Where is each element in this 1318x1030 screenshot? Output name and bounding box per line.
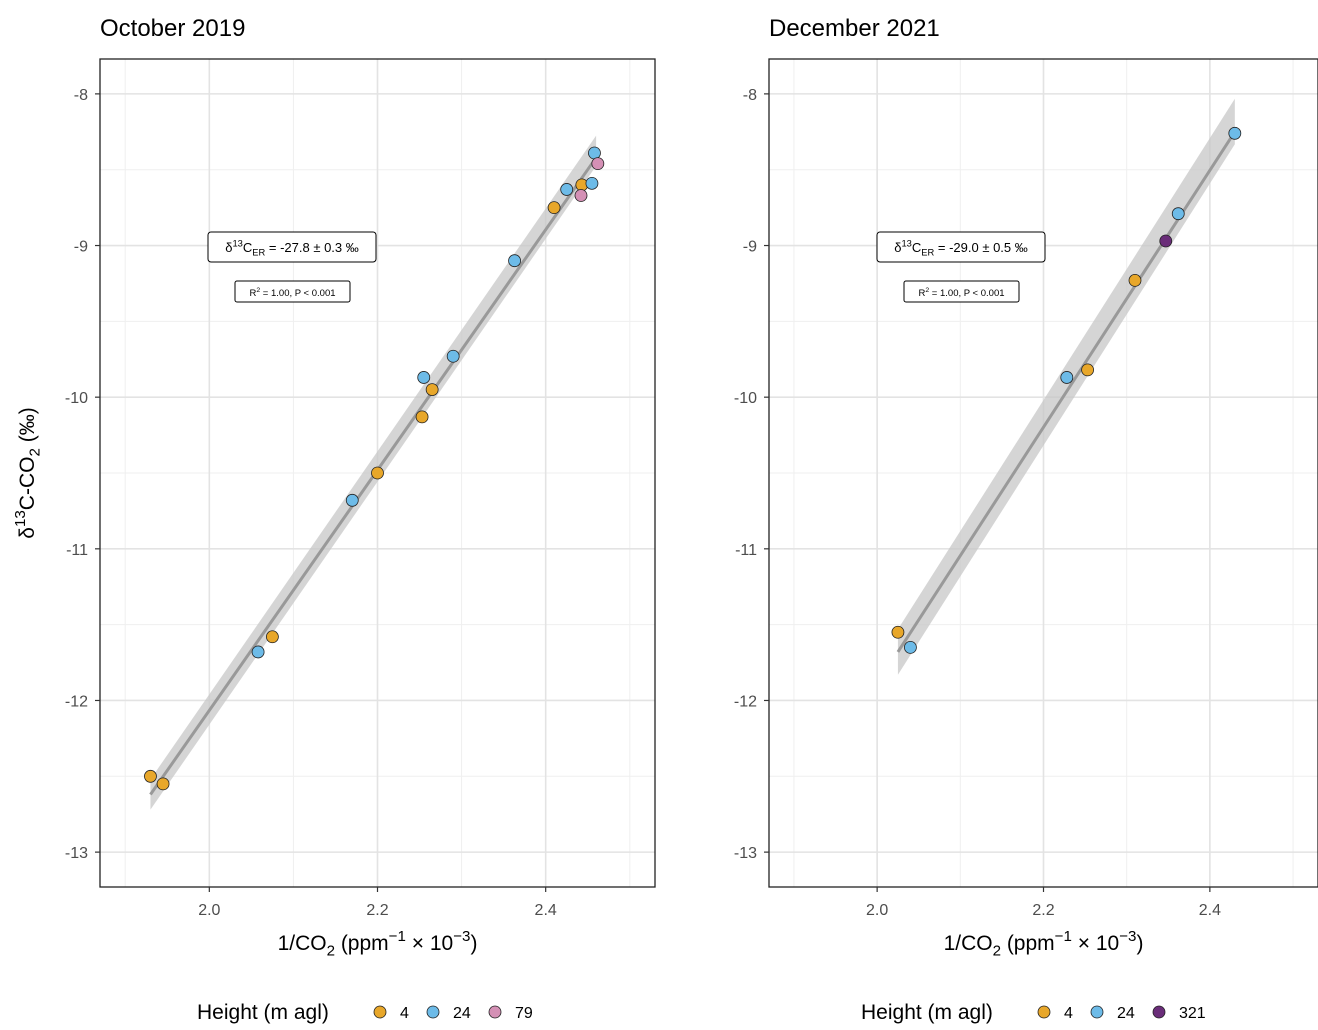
x-axis-label: 1/CO2 (ppm−1 × 10−3) — [944, 928, 1144, 959]
annotation-box — [903, 280, 1020, 303]
legend-marker-24 — [426, 1005, 440, 1019]
data-point-4m — [265, 630, 279, 644]
y-tick-label: -13 — [65, 845, 88, 862]
x-tick-label: 2.4 — [535, 902, 557, 919]
y-tick-label: -9 — [743, 239, 757, 256]
legend-label: 4 — [400, 1005, 409, 1022]
x-tick-label: 2.4 — [1199, 902, 1221, 919]
gridlines — [100, 59, 655, 887]
y-tick-label: -9 — [74, 239, 88, 256]
x-axis-label: 1/CO2 (ppm−1 × 10−3) — [278, 928, 478, 959]
legend-label: 4 — [1064, 1005, 1073, 1022]
axis-ticks: 2.0 2.2 2.4 -8 -9 -10 -11 -12 -13 — [65, 87, 557, 919]
y-tick-label: -12 — [734, 693, 757, 710]
legend-marker-24 — [1090, 1005, 1104, 1019]
data-point-79m — [574, 189, 588, 202]
x-tick-label: 2.0 — [866, 902, 888, 919]
legend-marker-4 — [373, 1005, 387, 1019]
data-point-24m — [1060, 371, 1074, 384]
annotation-box — [234, 280, 351, 303]
annotation-text: δ13CER = -27.8 ± 0.3 ‰ — [225, 239, 359, 258]
data-point-4m — [547, 201, 561, 215]
y-tick-label: -10 — [65, 390, 88, 407]
axis-ticks: 2.0 2.2 2.4 -8 -9 -10 -11 -12 -13 — [734, 87, 1221, 919]
x-tick-label: 2.2 — [366, 902, 388, 919]
legend-label: 24 — [1117, 1005, 1135, 1022]
data-point-24m — [1228, 126, 1242, 140]
data-point-4m — [371, 466, 384, 480]
data-point-4m — [891, 625, 905, 639]
data-point-4m — [415, 410, 429, 424]
legend-marker-4 — [1037, 1005, 1051, 1019]
data-point-4m — [1128, 274, 1142, 287]
x-tick-label: 2.0 — [198, 902, 220, 919]
y-tick-label: -8 — [74, 87, 88, 104]
data-point-24m — [508, 254, 521, 268]
legend: Height (m agl) 4 24 79 — [197, 1001, 533, 1024]
data-point-24m — [345, 493, 359, 507]
y-tick-label: -8 — [743, 87, 757, 104]
data-points — [144, 146, 605, 791]
data-point-24m — [588, 146, 601, 160]
y-tick-label: -13 — [734, 845, 757, 862]
data-point-4m — [156, 777, 170, 791]
legend-title: Height (m agl) — [861, 1001, 993, 1024]
data-point-24m — [560, 183, 574, 196]
data-point-24m — [417, 371, 431, 384]
legend-marker-321 — [1152, 1005, 1166, 1019]
data-point-24m — [446, 349, 460, 363]
y-tick-label: -11 — [735, 542, 757, 559]
annotation-text: R2 = 1.00, P < 0.001 — [918, 287, 1004, 299]
chart-title: December 2021 — [769, 15, 940, 42]
legend-label: 79 — [515, 1005, 533, 1022]
y-tick-label: -11 — [66, 542, 88, 559]
legend-label: 24 — [453, 1005, 471, 1022]
annotation-stats: R2 = 1.00, P < 0.001 — [234, 280, 351, 303]
data-point-79m — [591, 157, 605, 171]
y-tick-label: -12 — [65, 693, 88, 710]
annotation-stats: R2 = 1.00, P < 0.001 — [903, 280, 1020, 303]
annotation-main: δ13CER = -29.0 ± 0.5 ‰ — [876, 231, 1046, 263]
x-tick-label: 2.2 — [1032, 902, 1054, 919]
data-point-24m — [904, 640, 917, 654]
data-point-321m — [1159, 234, 1173, 248]
legend-marker-79 — [488, 1005, 502, 1019]
annotation-box — [876, 231, 1046, 263]
annotation-text: δ13CER = -29.0 ± 0.5 ‰ — [894, 239, 1028, 258]
gridlines — [769, 59, 1318, 887]
chart-title: October 2019 — [100, 15, 245, 42]
legend-label: 321 — [1179, 1005, 1206, 1022]
data-point-4m — [1081, 363, 1094, 377]
legend: Height (m agl) 4 24 321 — [861, 1001, 1206, 1024]
annotation-text: R2 = 1.00, P < 0.001 — [249, 287, 335, 299]
y-tick-label: -10 — [734, 390, 757, 407]
data-point-24m — [1171, 207, 1185, 221]
data-point-4m — [425, 383, 439, 396]
y-axis-label: δ13C-CO2 (‰) — [12, 407, 43, 538]
data-points — [891, 126, 1242, 654]
legend-title: Height (m agl) — [197, 1001, 329, 1024]
chart-panel-1: 2.0 2.2 2.4 -8 -9 -10 -11 -12 -13 October 2019 1/C… — [12, 15, 656, 1024]
annotation-main: δ13CER = -27.8 ± 0.3 ‰ — [207, 231, 377, 263]
confidence-band — [897, 98, 1235, 675]
data-point-24m — [585, 176, 599, 190]
data-point-24m — [251, 645, 265, 659]
annotation-box — [207, 231, 377, 263]
data-point-4m — [144, 769, 157, 783]
chart-panel-2: 2.0 2.2 2.4 -8 -9 -10 -11 -12 -13 December 2021 1/… — [734, 15, 1318, 1024]
